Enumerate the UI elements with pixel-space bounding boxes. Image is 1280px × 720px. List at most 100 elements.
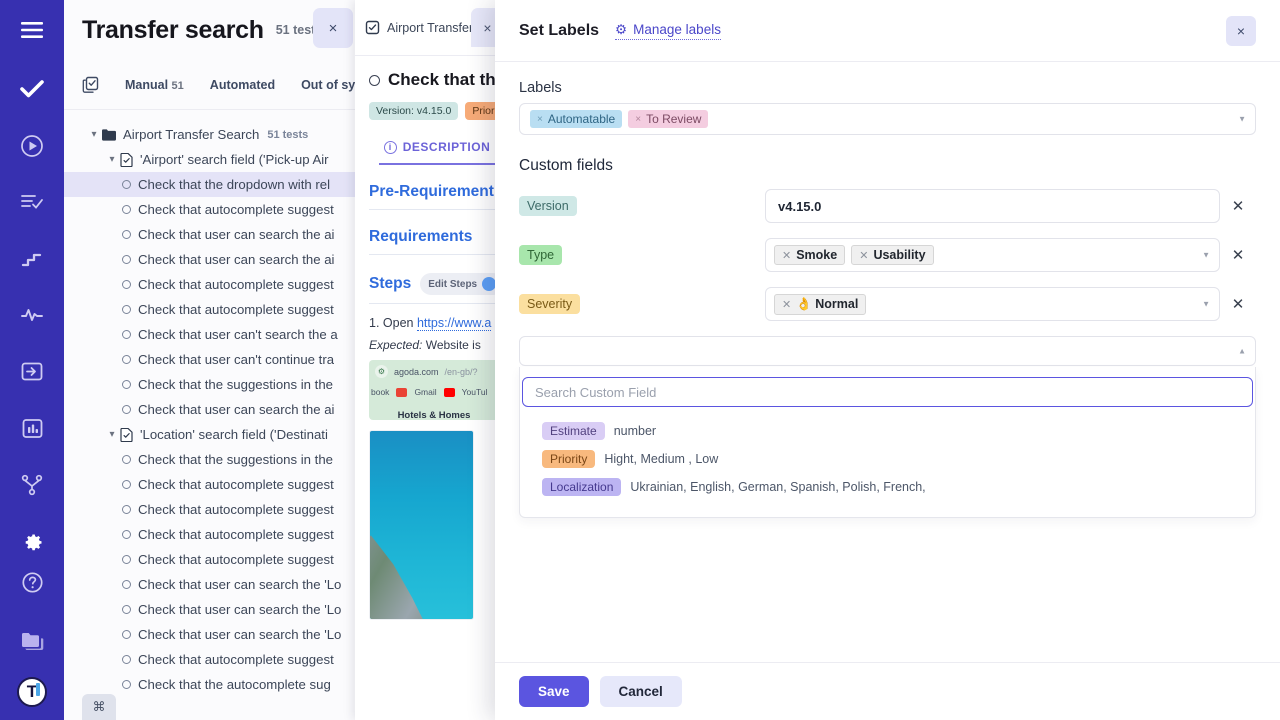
label-chip[interactable]: × Automatable bbox=[530, 110, 623, 128]
modal-title: Set Labels bbox=[519, 21, 600, 39]
help-icon[interactable] bbox=[12, 564, 52, 601]
custom-field-option[interactable]: Localization Ukrainian, English, German, … bbox=[520, 473, 1255, 501]
check-icon[interactable] bbox=[12, 71, 52, 108]
chevron-down-icon[interactable]: ▼ bbox=[1238, 114, 1246, 124]
tree-test-case-row[interactable]: Check that the suggestions in the bbox=[64, 447, 367, 472]
browser-url-bar: ⚙ agoda.com/en-gb/? bbox=[369, 360, 499, 383]
tree-suite-row[interactable]: ▾ 'Airport' search field ('Pick-up Air bbox=[64, 147, 367, 172]
custom-field-value-text: Smoke bbox=[796, 248, 838, 262]
add-custom-field-select[interactable]: ▲ bbox=[519, 336, 1256, 366]
tree-close-button[interactable]: × bbox=[313, 8, 353, 48]
tree-node-label: Check that the suggestions in the bbox=[138, 452, 334, 467]
tree-test-case-row[interactable]: Check that user can't continue tra bbox=[64, 347, 367, 372]
tree-suite-row[interactable]: ▾ 'Location' search field ('Destinati bbox=[64, 422, 367, 447]
tree-node-label: Check that user can search the 'Lo bbox=[138, 602, 342, 617]
tab-automated[interactable]: Automated bbox=[209, 77, 276, 92]
steps-icon[interactable] bbox=[12, 240, 52, 277]
modal-close-button[interactable]: × bbox=[1226, 16, 1256, 46]
tree-test-case-row[interactable]: Check that autocomplete suggest bbox=[64, 647, 367, 672]
close-icon: × bbox=[1236, 23, 1246, 39]
custom-field-value-tag[interactable]: ✕ Usability bbox=[851, 245, 934, 265]
remove-label-icon[interactable]: × bbox=[537, 113, 543, 125]
tree-test-case-row[interactable]: Check that user can search the 'Lo bbox=[64, 572, 367, 597]
chevron-down-icon[interactable]: ▾ bbox=[91, 129, 97, 140]
avatar[interactable]: T bbox=[12, 673, 52, 710]
copy-tests-icon[interactable] bbox=[82, 76, 99, 93]
folder-icon[interactable] bbox=[12, 623, 52, 660]
remove-label-icon[interactable]: × bbox=[635, 113, 642, 125]
chevron-down-icon[interactable]: ▼ bbox=[1202, 250, 1210, 260]
labels-select[interactable]: × Automatable × To Review ▼ bbox=[519, 103, 1256, 135]
tree-test-case-row[interactable]: Check that user can search the 'Lo bbox=[64, 622, 367, 647]
remove-value-icon[interactable]: ✕ bbox=[782, 298, 792, 311]
custom-field-select[interactable]: ✕ 👌 Normal ▼ bbox=[765, 287, 1220, 321]
close-icon: ✕ bbox=[1231, 247, 1245, 264]
search-custom-field-input[interactable]: Search Custom Field bbox=[522, 377, 1253, 407]
tree-test-case-row[interactable]: Check that autocomplete suggest bbox=[64, 522, 367, 547]
tree-test-case-row[interactable]: Check that autocomplete suggest bbox=[64, 197, 367, 222]
activity-icon[interactable] bbox=[12, 297, 52, 334]
detail-tab-label[interactable]: Airport Transfer bbox=[387, 20, 474, 35]
expected-label: Expected: bbox=[369, 338, 423, 352]
branches-icon[interactable] bbox=[12, 467, 52, 504]
chevron-up-icon[interactable]: ▲ bbox=[1238, 346, 1246, 356]
custom-field-value-tag[interactable]: ✕ Smoke bbox=[774, 245, 846, 265]
custom-field-badge: Severity bbox=[519, 294, 581, 314]
tab-manual[interactable]: Manual 51 bbox=[125, 78, 184, 92]
import-icon[interactable] bbox=[12, 354, 52, 391]
chevron-down-icon[interactable]: ▾ bbox=[109, 429, 115, 440]
cancel-button[interactable]: Cancel bbox=[599, 676, 682, 707]
tree-node-label: Airport Transfer Search bbox=[123, 127, 260, 142]
add-custom-field-area: ▲ Search Custom Field Estimate number Prio… bbox=[519, 336, 1256, 518]
custom-field-option-desc: number bbox=[613, 424, 657, 438]
custom-field-option[interactable]: Priority Hight, Medium , Low bbox=[520, 445, 1255, 473]
custom-field-text-input[interactable]: v4.15.0 bbox=[765, 189, 1220, 223]
tree-test-case-row[interactable]: Check that user can search the ai bbox=[64, 397, 367, 422]
tree-test-case-row[interactable]: Check that autocomplete suggest bbox=[64, 547, 367, 572]
chevron-down-icon[interactable]: ▼ bbox=[1202, 299, 1210, 309]
hero-cliff-shape bbox=[370, 535, 428, 619]
menu-icon[interactable] bbox=[12, 12, 52, 49]
tree-test-case-row[interactable]: Check that user can search the ai bbox=[64, 222, 367, 247]
remove-custom-field-button[interactable]: ✕ bbox=[1220, 246, 1256, 264]
tree-test-case-row[interactable]: Check that autocomplete suggest bbox=[64, 472, 367, 497]
tree-test-case-row[interactable]: Check that user can't search the a bbox=[64, 322, 367, 347]
tree-test-case-row[interactable]: Check that the autocomplete sug bbox=[64, 672, 367, 697]
browser-screenshot[interactable]: ⚙ agoda.com/en-gb/? book Gmail YouTul Ho… bbox=[369, 360, 499, 420]
tab-out-of-sync[interactable]: Out of syn bbox=[301, 77, 363, 92]
custom-fields-title: Custom fields bbox=[519, 157, 613, 174]
command-palette-badge[interactable]: ⌘ bbox=[82, 694, 116, 720]
manage-labels-link[interactable]: ⚙ Manage labels bbox=[615, 22, 721, 40]
status-circle-icon bbox=[122, 330, 131, 339]
tree-test-case-row[interactable]: Check that autocomplete suggest bbox=[64, 297, 367, 322]
step-1-link[interactable]: https://www.a bbox=[416, 316, 492, 331]
tree-test-case-row[interactable]: Check that user can search the 'Lo bbox=[64, 597, 367, 622]
edit-steps-toggle[interactable]: Edit Steps bbox=[420, 273, 500, 295]
save-button[interactable]: Save bbox=[519, 676, 589, 707]
remove-value-icon[interactable]: ✕ bbox=[859, 249, 869, 262]
remove-custom-field-button[interactable]: ✕ bbox=[1220, 295, 1256, 313]
tree-folder-row[interactable]: ▾ Airport Transfer Search 51 tests bbox=[64, 122, 367, 147]
tree-test-case-row[interactable]: Check that autocomplete suggest bbox=[64, 272, 367, 297]
custom-field-value-tag[interactable]: ✕ 👌 Normal bbox=[774, 293, 867, 315]
close-icon: ✕ bbox=[1231, 296, 1245, 313]
gmail-icon bbox=[396, 387, 408, 397]
play-circle-icon[interactable] bbox=[12, 127, 52, 164]
reports-icon[interactable] bbox=[12, 410, 52, 447]
settings-icon[interactable] bbox=[12, 523, 52, 560]
remove-value-icon[interactable]: ✕ bbox=[782, 249, 792, 262]
custom-field-option[interactable]: Estimate number bbox=[520, 417, 1255, 445]
test-tree-panel: Transfer search 51 tests × Manual 51 Aut… bbox=[64, 0, 368, 720]
status-circle-icon bbox=[122, 205, 131, 214]
custom-field-select[interactable]: ✕ Smoke ✕ Usability ▼ bbox=[765, 238, 1220, 272]
tab-description[interactable]: i DESCRIPTION bbox=[379, 140, 495, 165]
chevron-down-icon[interactable]: ▾ bbox=[109, 154, 115, 165]
tree-test-case-row[interactable]: Check that user can search the ai bbox=[64, 247, 367, 272]
tree-test-case-row[interactable]: Check that the dropdown with rel bbox=[64, 172, 367, 197]
remove-custom-field-button[interactable]: ✕ bbox=[1220, 197, 1256, 215]
tree-test-case-row[interactable]: Check that autocomplete suggest bbox=[64, 497, 367, 522]
test-runs-icon[interactable] bbox=[12, 184, 52, 221]
label-chip[interactable]: × To Review bbox=[628, 110, 709, 128]
tree-test-case-row[interactable]: Check that the suggestions in the bbox=[64, 372, 367, 397]
